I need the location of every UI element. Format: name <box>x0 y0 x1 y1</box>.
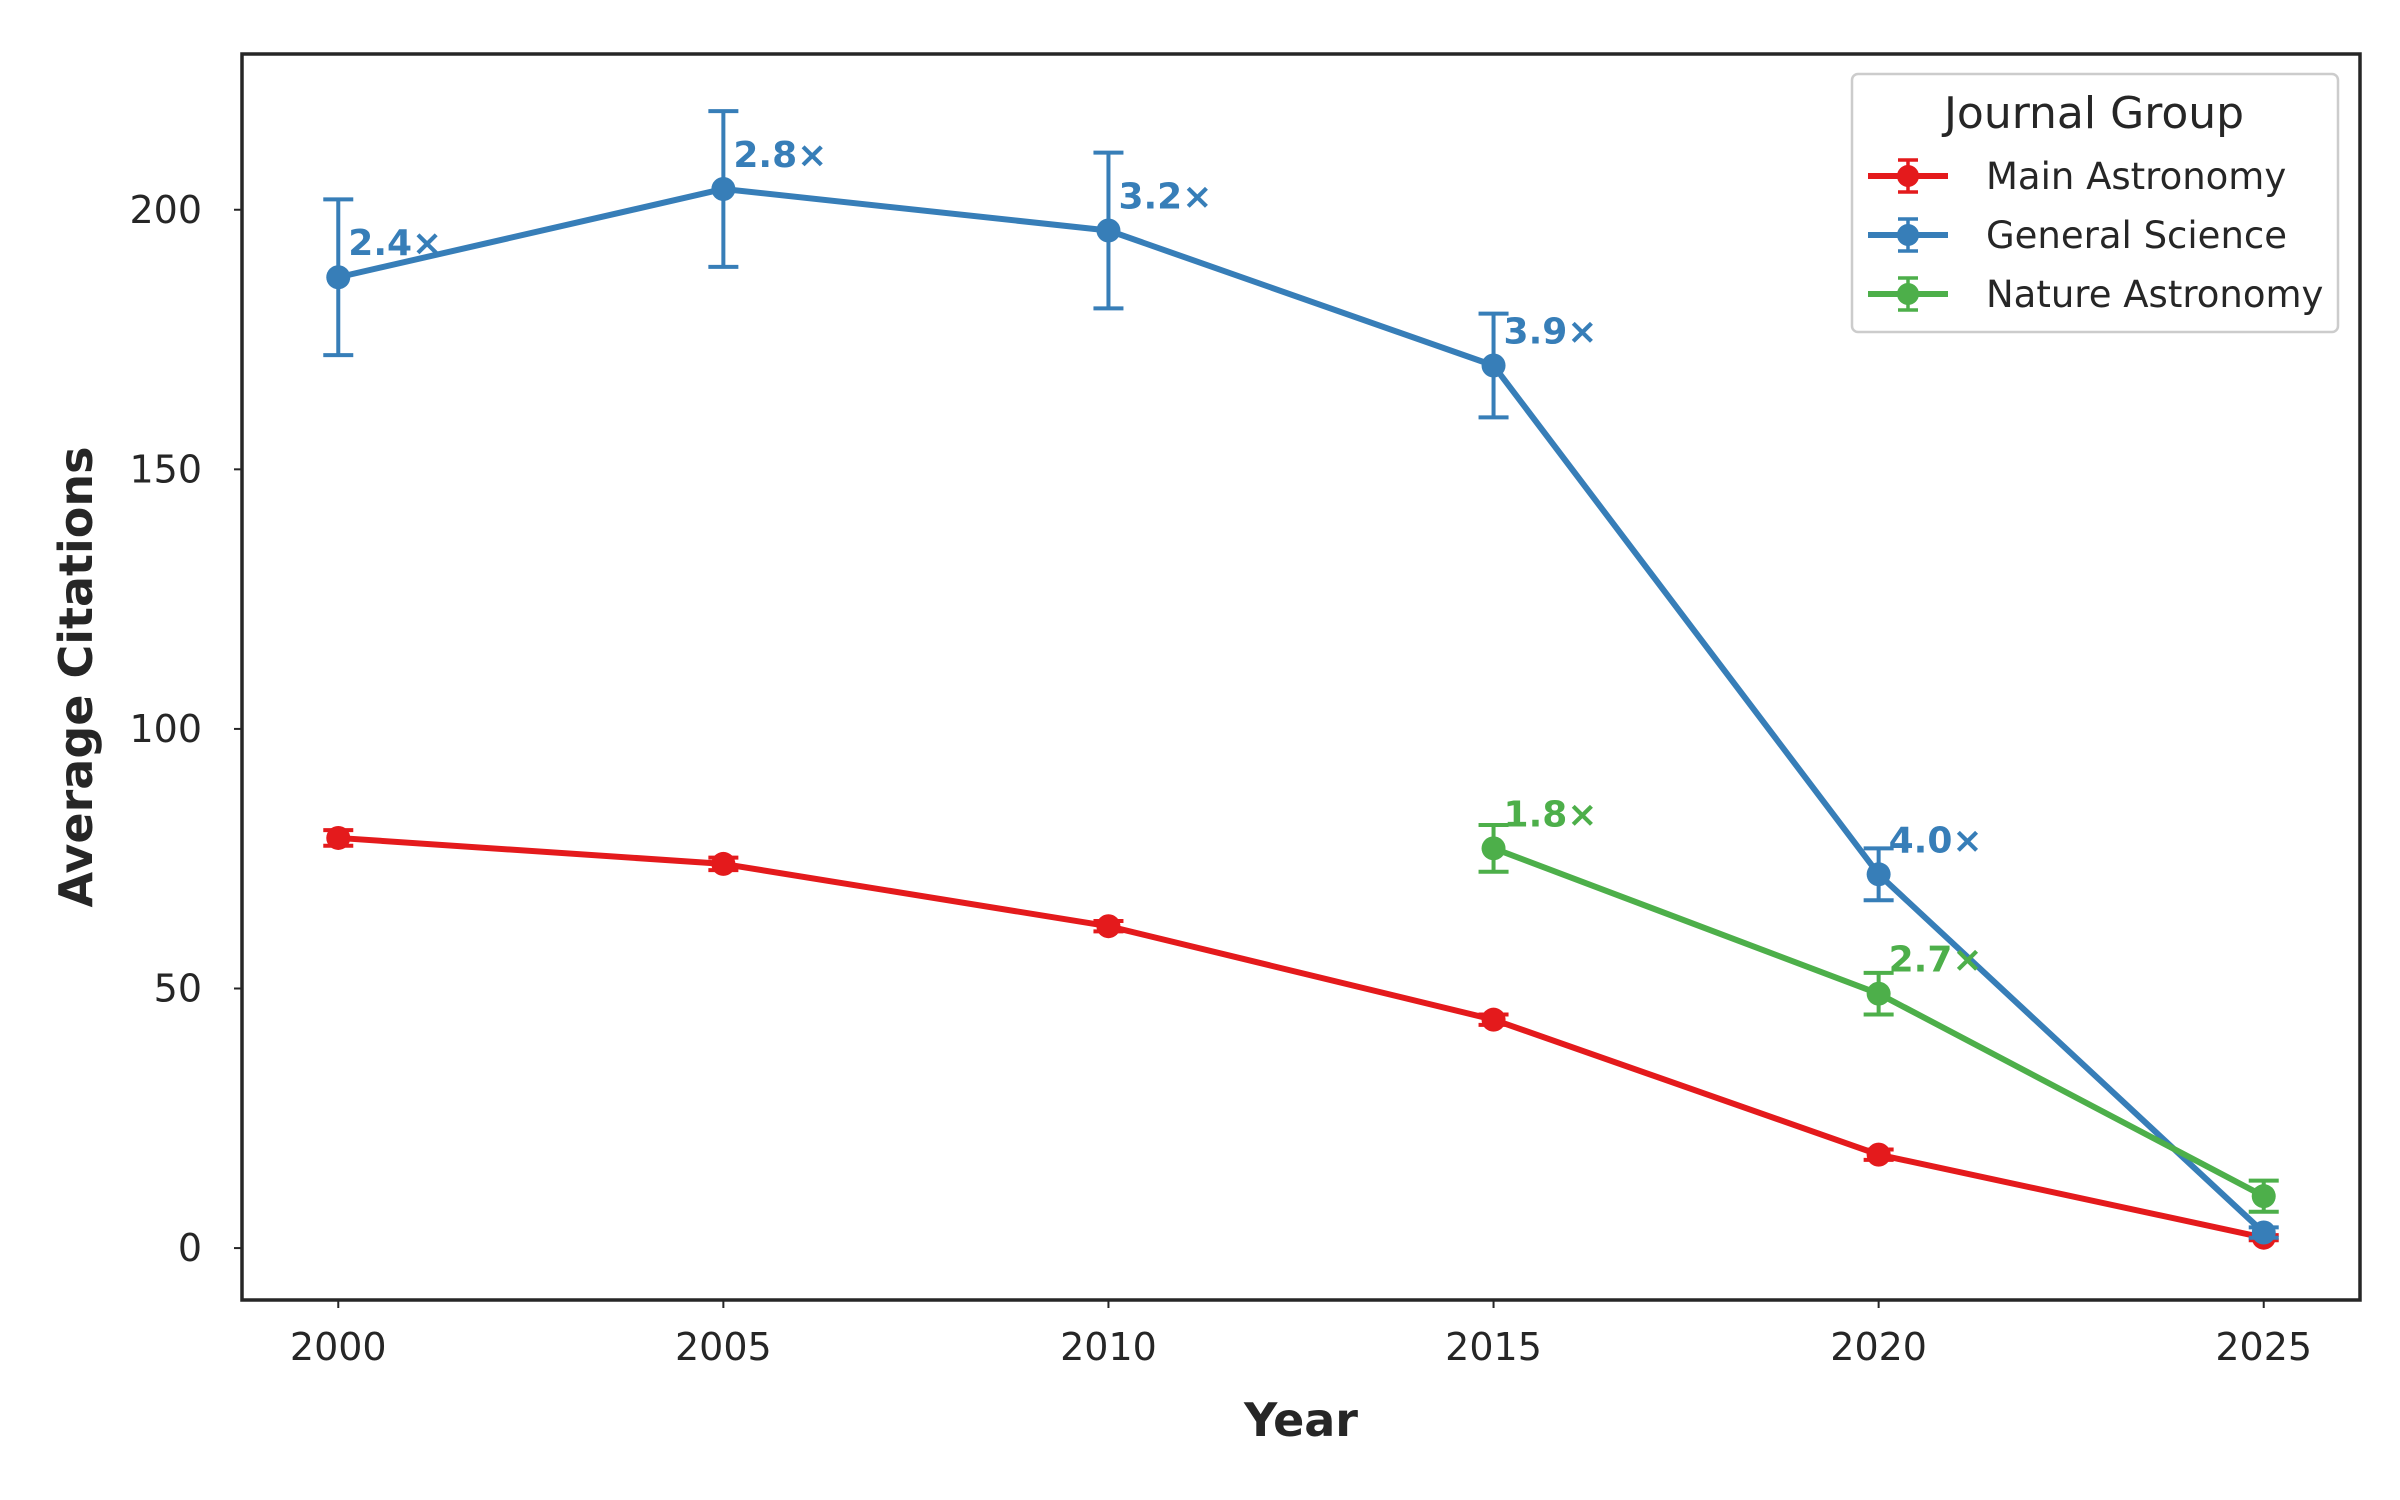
data-point <box>1096 218 1121 243</box>
data-point <box>326 265 351 290</box>
series-general-science: 2.4× 2.8× 3.2× 3.9× 4.0× <box>323 109 2279 1245</box>
y-tick-label: 150 <box>129 447 202 491</box>
data-point <box>2251 1220 2276 1245</box>
legend-items: Main Astronomy General Science Nature Astr… <box>1868 155 2323 316</box>
legend-label: Nature Astronomy <box>1986 273 2323 316</box>
legend-item: Nature Astronomy <box>1868 273 2323 316</box>
y-tick-label: 100 <box>129 707 202 751</box>
y-tick-label: 200 <box>129 188 202 232</box>
x-tick-label: 2020 <box>1830 1325 1927 1369</box>
data-label: 3.9× <box>1504 312 1598 353</box>
data-point <box>326 825 351 850</box>
series-line <box>335 834 2267 1241</box>
data-point <box>1096 914 1121 939</box>
legend-label: General Science <box>1986 214 2287 257</box>
data-point <box>1481 836 1506 861</box>
data-point <box>1481 1007 1506 1032</box>
plot-frame <box>240 52 2362 1302</box>
data-label: 4.0× <box>1889 820 1983 861</box>
legend-item: General Science <box>1868 214 2287 257</box>
data-label: 2.4× <box>348 223 442 264</box>
x-tick-label: 2000 <box>290 1325 387 1369</box>
data-point <box>2251 1184 2276 1209</box>
x-tick-label: 2025 <box>2215 1325 2312 1369</box>
x-axis-title: Year <box>1243 1393 1358 1447</box>
data-point <box>1866 862 1891 887</box>
data-point <box>711 176 736 201</box>
x-tick-label: 2015 <box>1445 1325 1542 1369</box>
legend-swatch-marker <box>1897 283 1919 305</box>
series-nature-astronomy: 1.8× 2.7× <box>1478 794 2279 1214</box>
legend-title: Journal Group <box>1941 88 2244 139</box>
data-label: 3.2× <box>1118 177 1212 218</box>
data-label: 2.8× <box>733 135 827 176</box>
y-tick-label: 50 <box>154 967 202 1011</box>
data-label: 1.8× <box>1504 794 1598 835</box>
data-label: 2.7× <box>1889 940 1983 981</box>
legend-box <box>1850 72 2340 334</box>
data-point <box>711 851 736 876</box>
legend-swatch-marker <box>1897 224 1919 246</box>
legend: Journal Group Main Astronomy General Scie… <box>1850 72 2340 334</box>
marks-layer: 2.4× 2.8× 3.2× 3.9× 4.0× 1.8× 2.7× <box>323 109 2279 1250</box>
y-axis-title: Average Citations <box>49 446 103 907</box>
legend-item: Main Astronomy <box>1868 155 2286 198</box>
legend-label: Main Astronomy <box>1986 155 2286 198</box>
series-line <box>335 185 2267 1236</box>
ticks-layer: 2000 2005 2010 2015 2020 2025 0 50 100 150 200 <box>129 188 2312 1369</box>
legend-swatch-marker <box>1897 165 1919 187</box>
data-point <box>1481 353 1506 378</box>
y-tick-label: 0 <box>178 1226 202 1270</box>
data-point <box>1866 1142 1891 1167</box>
data-point <box>1866 981 1891 1006</box>
x-tick-label: 2005 <box>675 1325 772 1369</box>
x-tick-label: 2010 <box>1060 1325 1157 1369</box>
